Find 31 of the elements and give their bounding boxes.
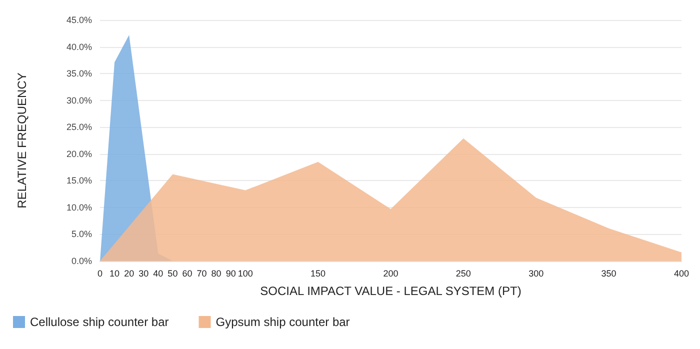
y-tick-label: 45.0%	[66, 15, 92, 25]
x-tick-label: 400	[674, 268, 690, 278]
x-tick-label: 250	[456, 268, 471, 278]
x-tick-label: 90	[226, 268, 236, 278]
y-tick-label: 25.0%	[66, 122, 92, 132]
y-tick-label: 10.0%	[66, 202, 92, 212]
y-tick-label: 40.0%	[66, 42, 92, 52]
y-axis-title: RELATIVE FREQUENCY	[15, 72, 29, 208]
x-tick-label: 60	[182, 268, 192, 278]
x-tick-label: 300	[528, 268, 544, 278]
x-tick-label: 150	[310, 268, 326, 278]
x-tick-label: 70	[196, 268, 207, 278]
x-tick-label: 350	[601, 268, 616, 278]
x-tick-label: 100	[238, 268, 253, 278]
x-tick-label: 0	[97, 268, 103, 278]
y-tick-label: 15.0%	[66, 176, 92, 186]
legend-label: Gypsum ship counter bar	[216, 315, 350, 329]
x-tick-label: 200	[383, 268, 398, 278]
x-tick-label: 30	[138, 268, 149, 278]
y-tick-label: 0.0%	[71, 256, 92, 266]
y-tick-label: 5.0%	[71, 229, 92, 240]
y-tick-label: 20.0%	[66, 148, 92, 159]
x-tick-label: 80	[211, 268, 222, 278]
x-axis-title: SOCIAL IMPACT VALUE - LEGAL SYSTEM (PT)	[260, 284, 522, 298]
y-tick-label: 35.0%	[66, 68, 92, 79]
x-tick-label: 40	[153, 268, 164, 278]
legend-label: Cellulose ship counter bar	[30, 315, 169, 329]
x-tick-label: 50	[168, 268, 178, 278]
x-tick-label: 10	[110, 268, 120, 278]
y-tick-label: 30.0%	[66, 95, 92, 106]
x-tick-label: 20	[124, 268, 134, 278]
